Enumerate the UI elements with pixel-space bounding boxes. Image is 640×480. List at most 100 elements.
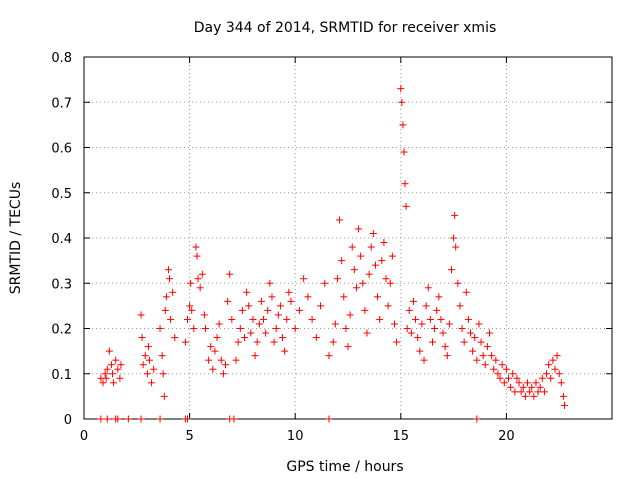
data-point bbox=[213, 334, 221, 342]
data-point bbox=[352, 284, 360, 292]
y-tick-label: 0 bbox=[64, 413, 72, 428]
data-point bbox=[361, 306, 369, 314]
data-point bbox=[143, 370, 151, 378]
data-point bbox=[462, 288, 470, 296]
data-point bbox=[139, 361, 147, 369]
data-point bbox=[471, 334, 479, 342]
data-point bbox=[460, 338, 468, 346]
data-point bbox=[371, 261, 379, 269]
data-point bbox=[386, 279, 394, 287]
data-point bbox=[536, 383, 544, 391]
data-point bbox=[515, 379, 523, 387]
data-point bbox=[397, 85, 405, 93]
data-point bbox=[547, 374, 555, 382]
data-point bbox=[437, 315, 445, 323]
data-point bbox=[230, 415, 238, 423]
data-point bbox=[232, 356, 240, 364]
data-point bbox=[369, 229, 377, 237]
data-point bbox=[308, 315, 316, 323]
y-tick-label: 0.7 bbox=[51, 96, 72, 111]
data-point bbox=[490, 365, 498, 373]
data-point bbox=[219, 370, 227, 378]
data-point bbox=[348, 243, 356, 251]
data-point bbox=[357, 252, 365, 260]
data-point bbox=[274, 311, 282, 319]
data-point bbox=[124, 415, 132, 423]
data-point bbox=[251, 352, 259, 360]
data-point bbox=[102, 374, 110, 382]
data-point bbox=[253, 338, 261, 346]
data-point bbox=[420, 356, 428, 364]
data-point bbox=[340, 293, 348, 301]
data-point bbox=[194, 275, 202, 283]
data-point bbox=[190, 325, 198, 332]
data-point bbox=[393, 338, 401, 346]
data-point bbox=[473, 356, 481, 364]
data-point bbox=[114, 365, 122, 373]
data-point bbox=[439, 329, 447, 337]
data-point bbox=[158, 352, 166, 360]
data-point bbox=[532, 379, 540, 387]
data-point bbox=[355, 225, 363, 233]
data-point bbox=[198, 270, 206, 278]
data-point bbox=[333, 275, 341, 283]
data-point bbox=[500, 379, 508, 387]
axis-ticks bbox=[83, 56, 612, 420]
data-point bbox=[443, 352, 451, 360]
data-point bbox=[234, 338, 242, 346]
data-point bbox=[266, 279, 274, 287]
data-point bbox=[560, 401, 568, 409]
data-point bbox=[196, 284, 204, 292]
data-point bbox=[492, 356, 500, 364]
data-point bbox=[304, 293, 312, 301]
data-point bbox=[445, 320, 453, 328]
data-point bbox=[215, 320, 223, 328]
x-tick-label: 20 bbox=[498, 429, 515, 444]
data-point bbox=[414, 334, 422, 342]
data-point bbox=[346, 311, 354, 319]
data-point bbox=[228, 315, 236, 323]
data-point bbox=[262, 329, 270, 337]
data-point bbox=[145, 356, 153, 364]
y-tick-label: 0.4 bbox=[51, 232, 72, 247]
data-point bbox=[447, 266, 455, 274]
data-point bbox=[107, 361, 115, 369]
data-point bbox=[312, 334, 320, 342]
grid-lines bbox=[84, 57, 612, 419]
data-point bbox=[376, 315, 384, 323]
data-point bbox=[188, 306, 196, 314]
data-point bbox=[517, 388, 525, 396]
x-tick-labels: 0 5 10 15 20 bbox=[80, 429, 515, 444]
data-point bbox=[260, 315, 268, 323]
data-point bbox=[264, 306, 272, 314]
y-tick-label: 0.2 bbox=[51, 323, 72, 338]
data-point bbox=[187, 279, 195, 287]
data-point bbox=[428, 338, 436, 346]
data-point bbox=[407, 329, 415, 337]
data-point bbox=[494, 370, 502, 378]
data-point bbox=[249, 315, 257, 323]
x-tick-label: 15 bbox=[393, 429, 410, 444]
data-points bbox=[97, 85, 568, 423]
data-point bbox=[205, 356, 213, 364]
data-point bbox=[374, 293, 382, 301]
data-point bbox=[138, 334, 146, 342]
data-point bbox=[116, 374, 124, 382]
data-point bbox=[388, 252, 396, 260]
data-point bbox=[365, 270, 373, 278]
data-point bbox=[114, 415, 122, 423]
data-point bbox=[99, 379, 107, 387]
data-point bbox=[276, 302, 284, 310]
data-point bbox=[534, 388, 542, 396]
data-point bbox=[359, 279, 367, 287]
data-point bbox=[557, 379, 565, 387]
data-point bbox=[150, 365, 158, 373]
data-point bbox=[398, 98, 406, 106]
data-point bbox=[390, 320, 398, 328]
data-point bbox=[380, 239, 388, 247]
data-point bbox=[540, 388, 548, 396]
data-point bbox=[103, 415, 111, 423]
data-point bbox=[521, 392, 529, 400]
data-point bbox=[148, 379, 156, 387]
